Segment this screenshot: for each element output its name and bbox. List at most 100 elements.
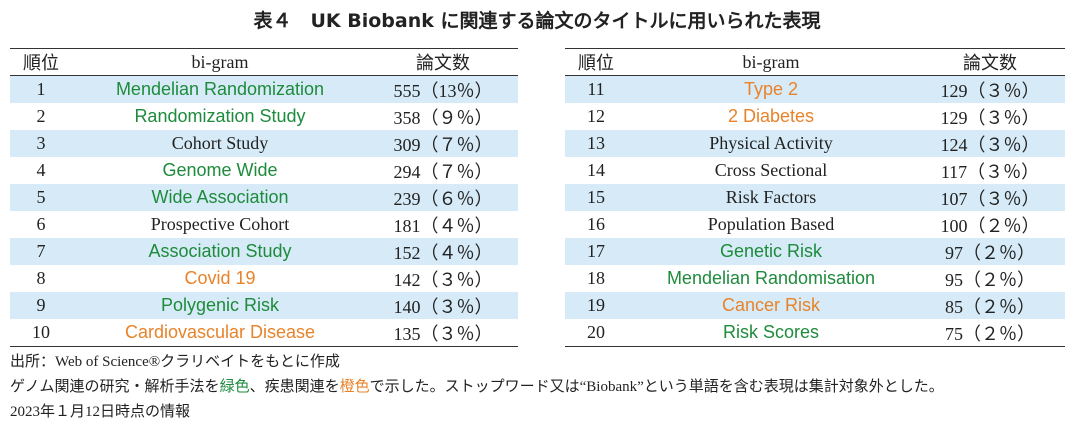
count-cell: 107（３％）: [940, 188, 1040, 209]
table: 順位 bi-gram 論文数 11 Type 2 129（３％） 12 2 Diabetes 1…: [565, 48, 1065, 347]
header-cell: 順位: [578, 53, 614, 73]
rank-cell: 18: [587, 268, 605, 288]
bigram-cell: Genome Wide: [162, 160, 278, 180]
bigram-cell: Randomization Study: [134, 106, 306, 126]
header-cell: 順位: [23, 53, 59, 73]
rank-cell: 20: [587, 322, 605, 342]
count-cell: 555（13％）: [393, 80, 493, 101]
header-row: 順位 bi-gram 論文数: [10, 49, 518, 76]
count-cell: 142（３％）: [393, 269, 493, 290]
rank-cell: 4: [36, 160, 46, 180]
table-row: 13 Physical Activity 124（３％）: [565, 130, 1065, 157]
rank-cell: 10: [32, 322, 50, 342]
bigram-cell: Genetic Risk: [719, 241, 823, 261]
count-cell: 135（３％）: [393, 323, 493, 344]
table-row: 19 Cancer Risk 85（２％）: [565, 292, 1065, 319]
bigram-cell: Mendelian Randomization: [115, 79, 325, 99]
header-cell: 論文数: [416, 53, 470, 73]
note-text: 橙色: [339, 379, 370, 395]
count-cell: 124（３％）: [940, 134, 1040, 155]
rank-cell: 1: [36, 79, 46, 99]
rank-cell: 9: [36, 295, 46, 315]
rank-cell: 3: [36, 133, 46, 153]
rank-cell: 6: [36, 214, 46, 234]
bigram-cell: Association Study: [148, 241, 292, 261]
note-line: 出所：Web of Science®クラリベイトをもとに作成: [10, 350, 340, 371]
bigram-cell: Cross Sectional: [714, 160, 828, 180]
count-cell: 75（２％）: [945, 323, 1035, 344]
bigram-cell: Wide Association: [151, 187, 289, 207]
table-row: 1 Mendelian Randomization 555（13％）: [10, 76, 518, 103]
table-row: 2 Randomization Study 358（９％）: [10, 103, 518, 130]
count-cell: 97（２％）: [945, 242, 1035, 263]
count-cell: 100（２％）: [940, 215, 1040, 236]
rank-cell: 17: [587, 241, 605, 261]
table-row: 5 Wide Association 239（６％）: [10, 184, 518, 211]
count-cell: 140（３％）: [393, 296, 493, 317]
title: 表４ UK Biobank に関連する論文のタイトルに用いられた表現: [253, 10, 821, 32]
table-row: 10 Cardiovascular Disease 135（３％）: [10, 319, 518, 346]
rank-cell: 7: [36, 241, 46, 261]
table-row: 18 Mendelian Randomisation 95（２％）: [565, 265, 1065, 292]
table-row: 9 Polygenic Risk 140（３％）: [10, 292, 518, 319]
note-text: 緑色: [219, 379, 250, 395]
bigram-cell: Type 2: [743, 79, 799, 99]
table-row: 15 Risk Factors 107（３％）: [565, 184, 1065, 211]
rank-cell: 2: [36, 106, 46, 126]
rank-cell: 12: [587, 106, 605, 126]
count-cell: 85（２％）: [945, 296, 1035, 317]
note-text: ゲノム関連の研究・解析手法を: [10, 379, 220, 395]
table-row: 4 Genome Wide 294（７％）: [10, 157, 518, 184]
table: 順位 bi-gram 論文数 1 Mendelian Randomization 555（…: [10, 48, 518, 347]
rank-cell: 14: [587, 160, 605, 180]
note-line: 2023年１月12日時点の情報: [10, 400, 190, 421]
count-cell: 129（３％）: [940, 80, 1040, 101]
table-row: 11 Type 2 129（３％）: [565, 76, 1065, 103]
bigram-cell: Mendelian Randomisation: [666, 268, 876, 288]
table-row: 16 Population Based 100（２％）: [565, 211, 1065, 238]
bigram-cell: Cancer Risk: [721, 295, 821, 315]
bigram-cell: Cohort Study: [171, 133, 269, 153]
note-text: 出所：Web of Science®クラリベイトをもとに作成: [10, 354, 340, 370]
bigram-cell: Risk Scores: [722, 322, 820, 342]
table-row: 12 2 Diabetes 129（３％）: [565, 103, 1065, 130]
header-row: 順位 bi-gram 論文数: [565, 49, 1065, 76]
rank-cell: 11: [587, 79, 605, 99]
count-cell: 117（３％）: [940, 161, 1040, 182]
bigram-cell: Polygenic Risk: [160, 295, 280, 315]
table-row: 20 Risk Scores 75（２％）: [565, 319, 1065, 346]
bigram-cell: 2 Diabetes: [727, 106, 815, 126]
rank-cell: 15: [587, 187, 605, 207]
bigram-cell: Cardiovascular Disease: [124, 322, 316, 342]
note-text: で示した。ストップワード又は“Biobank”という単語を含む表現は集計対象外と…: [369, 379, 944, 395]
header-cell: bi-gram: [191, 51, 249, 72]
rank-cell: 13: [587, 133, 605, 153]
rank-cell: 16: [587, 214, 605, 234]
bigram-cell: Prospective Cohort: [150, 214, 290, 234]
count-cell: 181（４％）: [393, 215, 493, 236]
count-cell: 309（７％）: [393, 134, 493, 155]
note-text: 2023年１月12日時点の情報: [10, 404, 191, 420]
count-cell: 294（７％）: [393, 161, 493, 182]
count-cell: 95（２％）: [945, 269, 1035, 290]
bigram-cell: Physical Activity: [709, 133, 833, 153]
table-row: 8 Covid 19 142（３％）: [10, 265, 518, 292]
count-cell: 239（６％）: [393, 188, 493, 209]
table-row: 14 Cross Sectional 117（３％）: [565, 157, 1065, 184]
count-cell: 152（４％）: [393, 242, 493, 263]
header-cell: 論文数: [963, 53, 1017, 73]
note-line: ゲノム関連の研究・解析手法を緑色、疾患関連を橙色で示した。ストップワード又は“B…: [10, 375, 944, 396]
bigram-cell: Covid 19: [184, 268, 256, 288]
rank-cell: 5: [36, 187, 46, 207]
count-cell: 358（９％）: [393, 107, 493, 128]
note-text: 、疾患関連を: [249, 379, 340, 395]
header-cell: bi-gram: [742, 51, 800, 72]
table-row: 6 Prospective Cohort 181（４％）: [10, 211, 518, 238]
bigram-cell: Population Based: [707, 214, 835, 234]
rank-cell: 8: [36, 268, 46, 288]
table-row: 3 Cohort Study 309（７％）: [10, 130, 518, 157]
count-cell: 129（３％）: [940, 107, 1040, 128]
rank-cell: 19: [587, 295, 605, 315]
bigram-cell: Risk Factors: [725, 187, 817, 207]
